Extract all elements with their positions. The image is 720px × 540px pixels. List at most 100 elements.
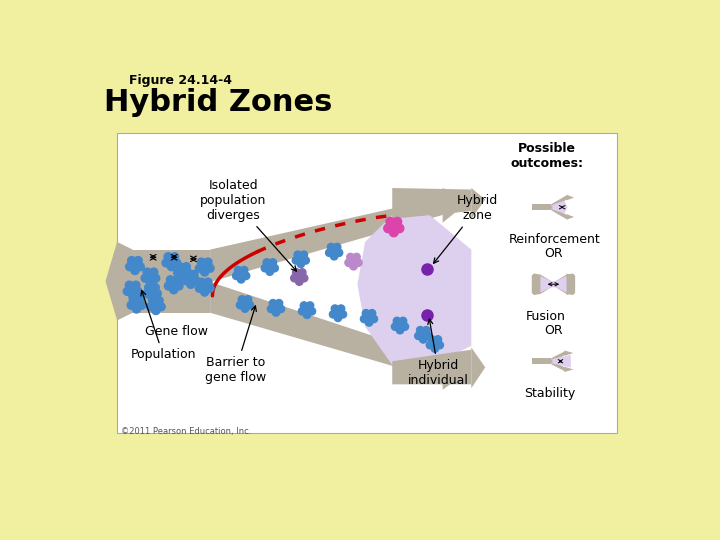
Circle shape (426, 341, 433, 349)
Circle shape (331, 305, 338, 312)
Text: Gene flow: Gene flow (145, 325, 208, 338)
Circle shape (244, 296, 252, 303)
Text: OR: OR (544, 247, 563, 260)
Circle shape (330, 248, 338, 255)
Polygon shape (552, 360, 569, 371)
Polygon shape (552, 201, 567, 214)
Polygon shape (443, 350, 472, 390)
Circle shape (369, 309, 376, 317)
Polygon shape (552, 195, 571, 209)
Circle shape (190, 271, 198, 279)
Circle shape (129, 291, 137, 299)
Circle shape (269, 300, 276, 307)
Polygon shape (532, 358, 552, 365)
Circle shape (143, 289, 150, 298)
Circle shape (147, 303, 155, 310)
Circle shape (127, 256, 136, 265)
Circle shape (337, 305, 345, 312)
Circle shape (204, 278, 212, 286)
Circle shape (269, 259, 276, 266)
Circle shape (291, 274, 298, 282)
Circle shape (334, 314, 342, 321)
Text: Fusion: Fusion (526, 309, 566, 323)
Circle shape (263, 259, 271, 266)
Circle shape (151, 284, 159, 292)
Polygon shape (117, 249, 210, 313)
Circle shape (157, 303, 165, 310)
Circle shape (333, 244, 341, 251)
Circle shape (240, 266, 248, 274)
Polygon shape (357, 204, 472, 373)
Circle shape (147, 273, 154, 280)
Polygon shape (564, 350, 573, 356)
Circle shape (424, 332, 432, 340)
Circle shape (431, 345, 438, 352)
Circle shape (131, 261, 139, 269)
Circle shape (197, 258, 205, 266)
Circle shape (420, 331, 427, 338)
Circle shape (129, 286, 137, 293)
Polygon shape (567, 292, 575, 295)
Text: Stability: Stability (524, 387, 575, 400)
Circle shape (339, 310, 346, 318)
Circle shape (145, 284, 153, 292)
Circle shape (428, 336, 436, 343)
Circle shape (271, 265, 279, 272)
Polygon shape (564, 367, 573, 372)
Bar (117, 132, 617, 433)
Polygon shape (392, 188, 472, 219)
Circle shape (204, 258, 212, 266)
Circle shape (417, 327, 424, 334)
Polygon shape (532, 273, 552, 295)
Circle shape (134, 256, 143, 265)
Circle shape (295, 278, 303, 285)
Circle shape (303, 311, 311, 319)
Circle shape (143, 268, 151, 276)
Circle shape (132, 305, 140, 313)
Circle shape (129, 295, 138, 303)
Circle shape (168, 258, 175, 265)
Circle shape (302, 256, 310, 264)
Polygon shape (472, 347, 485, 388)
Polygon shape (210, 282, 443, 381)
Circle shape (366, 314, 372, 321)
Circle shape (136, 295, 144, 303)
Circle shape (148, 296, 157, 305)
Circle shape (164, 282, 173, 290)
Circle shape (173, 276, 181, 284)
Circle shape (436, 341, 444, 349)
Circle shape (241, 300, 248, 307)
Text: OR: OR (544, 323, 563, 336)
Circle shape (170, 286, 178, 294)
Circle shape (272, 309, 280, 316)
Circle shape (171, 253, 179, 261)
Circle shape (187, 275, 194, 282)
Text: Reinforcement: Reinforcement (509, 233, 601, 246)
Text: Isolated
population
diverges: Isolated population diverges (200, 179, 297, 271)
Circle shape (201, 288, 209, 296)
Circle shape (127, 301, 135, 309)
Circle shape (155, 296, 163, 305)
Circle shape (306, 302, 314, 309)
Circle shape (238, 296, 246, 303)
Circle shape (131, 267, 139, 274)
Circle shape (297, 260, 305, 268)
Circle shape (300, 251, 307, 259)
Circle shape (164, 253, 172, 261)
Polygon shape (552, 355, 571, 368)
Circle shape (434, 336, 441, 343)
Circle shape (415, 332, 422, 340)
Circle shape (153, 289, 161, 298)
Circle shape (401, 323, 408, 330)
Polygon shape (210, 197, 443, 282)
Circle shape (297, 255, 305, 262)
Circle shape (141, 274, 149, 282)
Circle shape (350, 258, 357, 265)
Circle shape (170, 280, 178, 288)
Circle shape (195, 264, 204, 272)
Circle shape (390, 228, 398, 237)
Circle shape (390, 222, 398, 231)
Polygon shape (541, 276, 567, 293)
Circle shape (336, 249, 343, 256)
Circle shape (197, 278, 205, 286)
